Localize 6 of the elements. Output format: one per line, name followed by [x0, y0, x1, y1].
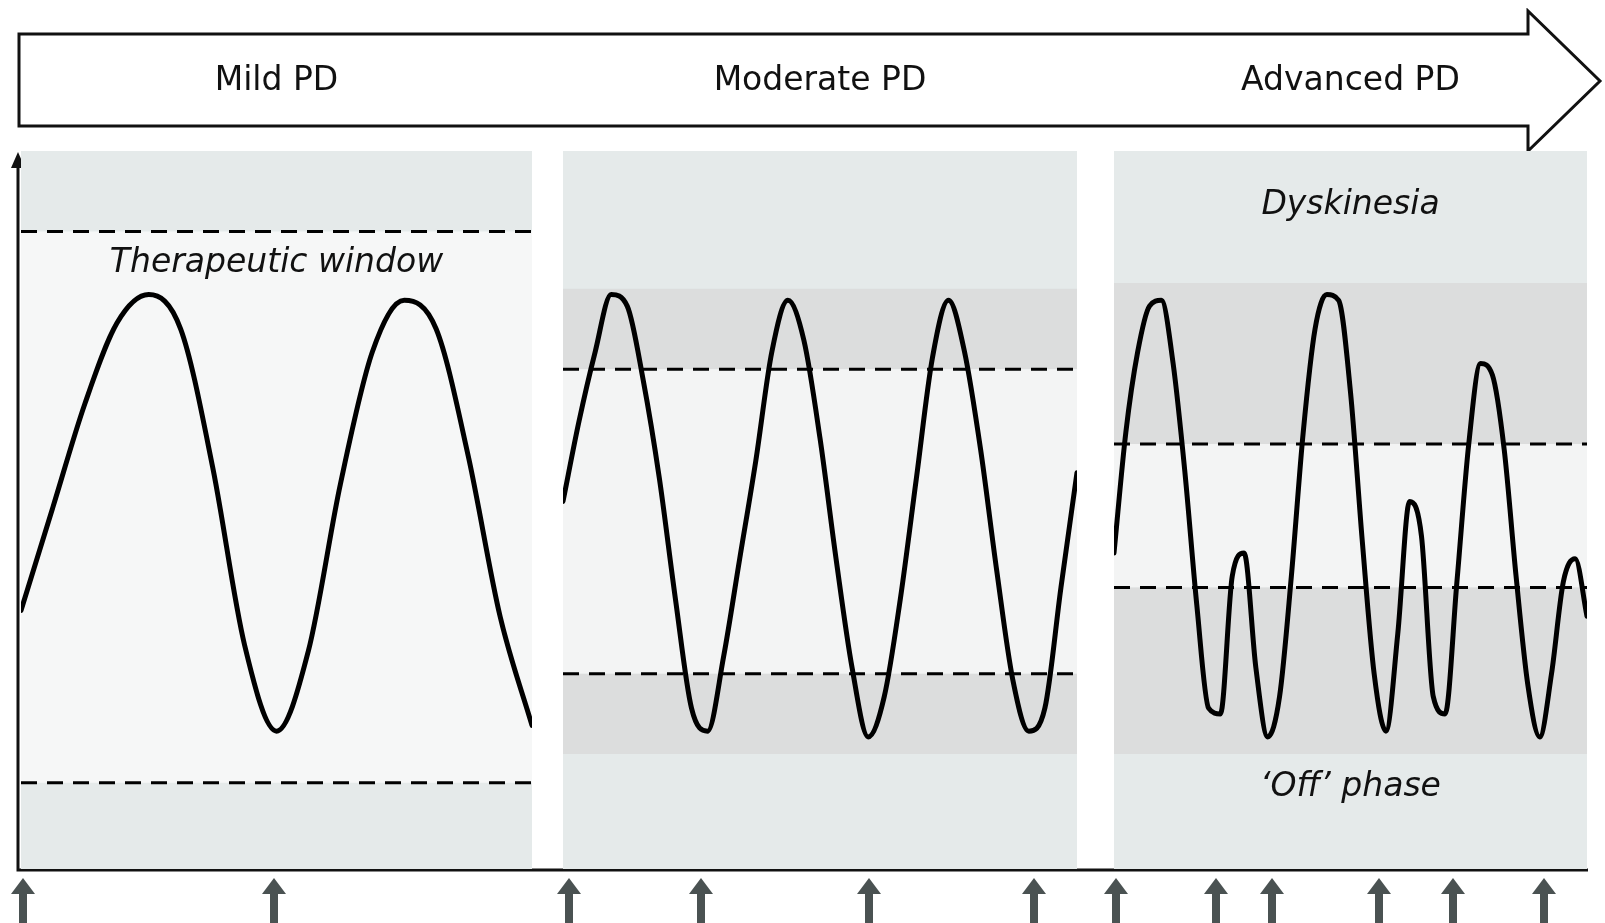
- band-label: Therapeutic window: [109, 240, 445, 280]
- chart-title: Moderate PD: [712, 59, 928, 98]
- text: Dyskinesia: [1261, 182, 1440, 222]
- chart-title: Advanced PD: [1240, 59, 1461, 98]
- chart-title: Mild PD: [213, 59, 340, 98]
- annotation: ‘Off’ phase: [1260, 764, 1441, 804]
